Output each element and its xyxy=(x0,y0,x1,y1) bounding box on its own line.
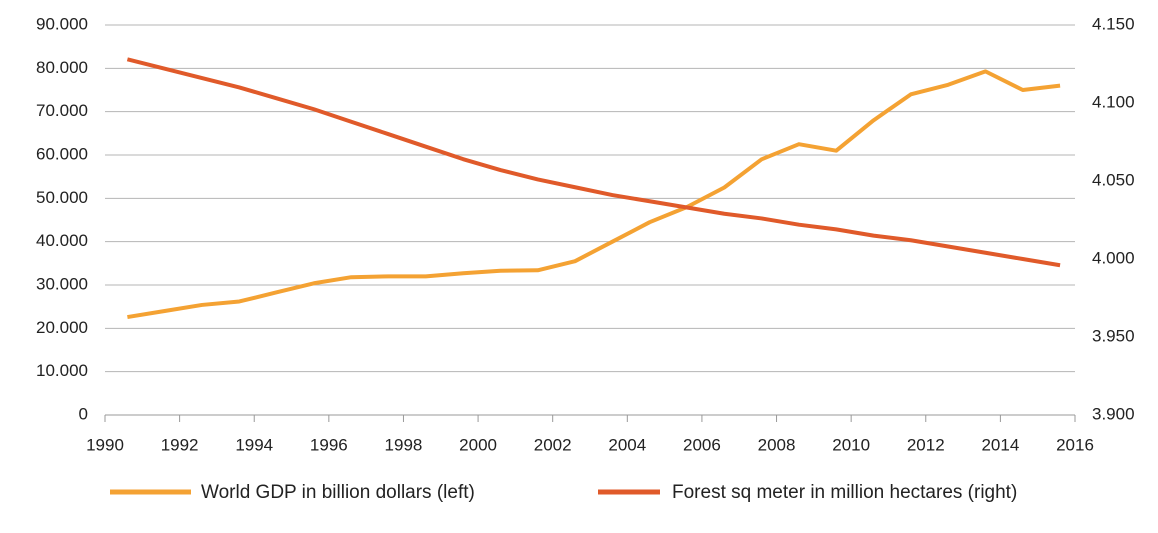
legend-label: Forest sq meter in million hectares (rig… xyxy=(672,482,1017,503)
y-tick-label: 10.000 xyxy=(36,361,88,380)
y-tick-label: 90.000 xyxy=(36,14,88,33)
x-tick-label: 2002 xyxy=(534,435,572,454)
x-tick-label: 1996 xyxy=(310,435,348,454)
y-tick-label: 30.000 xyxy=(36,274,88,293)
y-tick-label: 40.000 xyxy=(36,231,88,250)
y2-tick-label: 4.100 xyxy=(1092,92,1135,111)
series-line xyxy=(126,57,1061,268)
y-tick-label: 70.000 xyxy=(36,101,88,120)
y2-tick-label: 3.900 xyxy=(1092,404,1135,423)
x-tick-label: 2012 xyxy=(907,435,945,454)
x-tick-label: 1994 xyxy=(235,435,273,454)
y2-tick-label: 4.150 xyxy=(1092,14,1135,33)
series-line xyxy=(127,69,1061,320)
x-tick-label: 2016 xyxy=(1056,435,1094,454)
legend-label: World GDP in billion dollars (left) xyxy=(201,482,475,503)
x-tick-label: 2008 xyxy=(758,435,796,454)
x-tick-label: 2004 xyxy=(608,435,646,454)
x-tick-label: 2000 xyxy=(459,435,497,454)
y-tick-label: 0 xyxy=(79,404,88,423)
y2-tick-label: 4.050 xyxy=(1092,170,1135,189)
x-tick-label: 1990 xyxy=(86,435,124,454)
y-tick-label: 50.000 xyxy=(36,188,88,207)
x-tick-label: 2014 xyxy=(981,435,1019,454)
y2-tick-label: 3.950 xyxy=(1092,326,1135,345)
y2-tick-label: 4.000 xyxy=(1092,248,1135,267)
y-tick-label: 60.000 xyxy=(36,144,88,163)
x-tick-label: 1992 xyxy=(161,435,199,454)
x-tick-label: 1998 xyxy=(385,435,423,454)
x-tick-label: 2006 xyxy=(683,435,721,454)
x-tick-label: 2010 xyxy=(832,435,870,454)
y-tick-label: 80.000 xyxy=(36,58,88,77)
y-tick-label: 20.000 xyxy=(36,318,88,337)
